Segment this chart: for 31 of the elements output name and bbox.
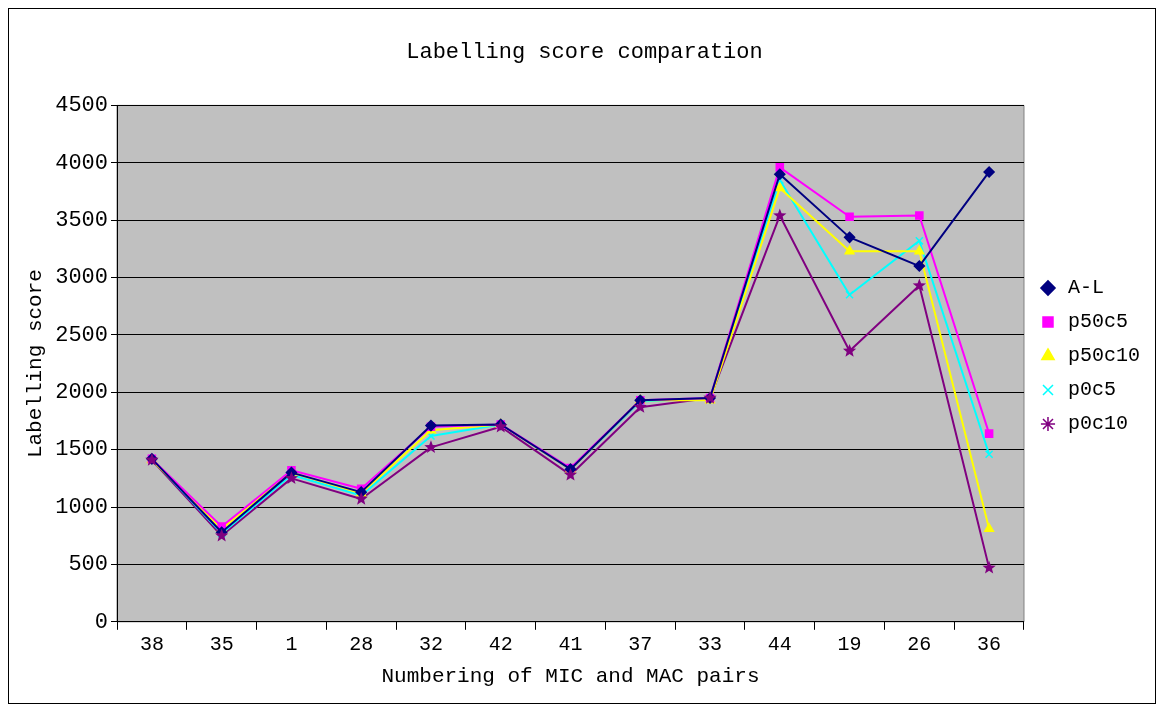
y-axis-title: Labelling score — [24, 269, 48, 459]
x-tick-label: 35 — [209, 633, 234, 657]
y-tick-label: 3000 — [55, 265, 109, 291]
x-tick-label: 37 — [628, 633, 653, 657]
chart-title: Labelling score comparation — [406, 40, 763, 66]
legend-label: p0c10 — [1067, 412, 1128, 436]
y-tick-label: 1500 — [55, 437, 109, 463]
y-tick-label: 3500 — [55, 207, 109, 233]
y-tick-label: 2000 — [55, 380, 109, 406]
x-tick-label: 41 — [558, 633, 583, 657]
legend-label: p50c10 — [1067, 344, 1140, 368]
y-tick-label: 0 — [94, 609, 109, 635]
x-tick-label: 44 — [767, 633, 792, 657]
legend-label: p0c5 — [1067, 378, 1116, 402]
x-tick-label: 26 — [907, 633, 932, 657]
y-tick-label: 500 — [68, 552, 109, 578]
x-tick-label: 36 — [977, 633, 1002, 657]
y-tick-label: 4500 — [55, 93, 109, 119]
x-tick-label: 42 — [488, 633, 513, 657]
y-tick-label: 1000 — [55, 494, 109, 520]
legend-label: A-L — [1067, 276, 1104, 300]
x-tick-label: 32 — [418, 633, 443, 657]
legend-label: p50c5 — [1067, 310, 1128, 334]
x-tick-label: 19 — [837, 633, 862, 657]
y-tick-label: 4000 — [55, 150, 109, 176]
y-tick-label: 2500 — [55, 322, 109, 348]
x-tick-label: 28 — [349, 633, 374, 657]
x-axis-title: Numbering of MIC and MAC pairs — [381, 664, 760, 688]
x-tick-label: 33 — [698, 633, 723, 657]
x-tick-label: 1 — [285, 633, 298, 657]
x-tick-label: 38 — [139, 633, 164, 657]
